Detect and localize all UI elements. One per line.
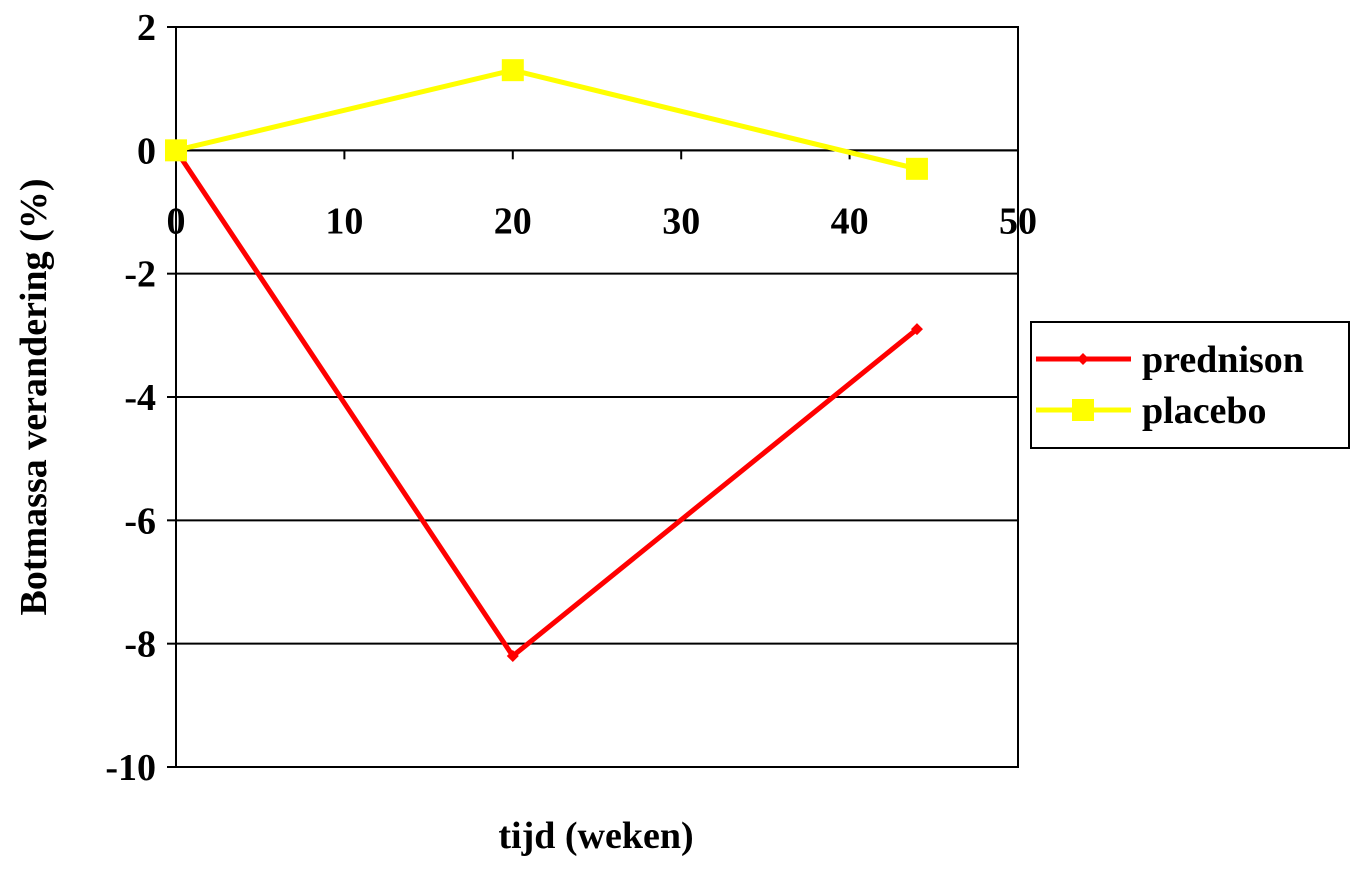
y-tick-label: -6 <box>124 500 156 542</box>
data-point <box>501 59 524 82</box>
y-tick-label: -10 <box>105 747 156 789</box>
legend-label: prednison <box>1142 339 1304 381</box>
x-tick-label: 30 <box>662 200 700 242</box>
y-tick-label: 0 <box>137 130 156 172</box>
series-line <box>175 67 918 172</box>
y-axis: 2 0 -2 -4 -6 -8 -10 <box>105 7 176 789</box>
x-tick-label: 40 <box>831 200 869 242</box>
legend-item: placebo <box>1036 390 1267 432</box>
series-placebo <box>165 59 928 180</box>
x-axis-title: tijd (weken) <box>498 815 693 857</box>
y-tick-label: -4 <box>124 377 156 419</box>
data-point <box>1072 399 1094 421</box>
x-tick-label: 20 <box>494 200 532 242</box>
legend-item: prednison <box>1036 339 1304 381</box>
x-axis: 0 10 20 30 40 50 <box>167 149 1037 242</box>
data-point <box>165 139 187 162</box>
series-line <box>173 148 919 660</box>
legend: prednison placebo <box>1030 321 1350 449</box>
y-axis-title: Botmassa verandering (%) <box>13 179 55 616</box>
legend-box <box>1030 321 1350 449</box>
y-tick-label: -8 <box>124 624 156 666</box>
legend-label: placebo <box>1142 390 1267 432</box>
data-point <box>910 323 923 336</box>
y-tick-label: -2 <box>124 254 156 296</box>
data-point <box>1077 353 1089 365</box>
y-tick-label: 2 <box>137 7 156 49</box>
x-tick-label: 10 <box>325 200 363 242</box>
x-tick-label: 50 <box>999 200 1037 242</box>
data-point <box>905 157 928 180</box>
x-tick-label: 0 <box>167 200 186 242</box>
series-group <box>165 59 928 662</box>
series-prednison <box>170 144 923 662</box>
data-point <box>506 650 519 662</box>
gridlines <box>176 149 1018 645</box>
